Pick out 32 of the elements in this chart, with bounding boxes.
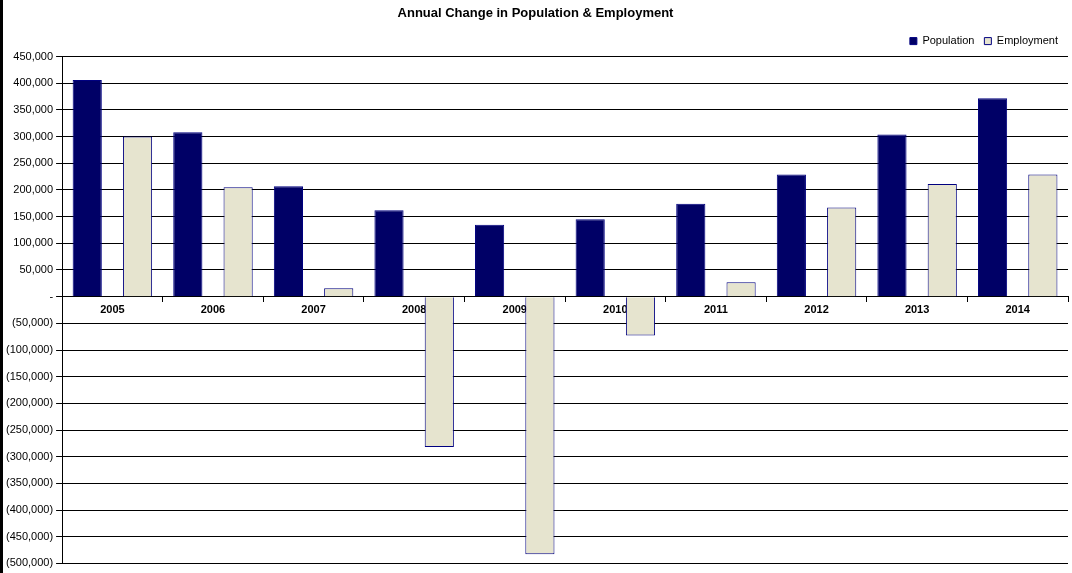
x-tick-label: 2013 xyxy=(904,303,930,316)
chart-title: Annual Change in Population & Employment xyxy=(397,5,675,21)
y-tick-label: (250,000) xyxy=(5,423,54,436)
y-tick-label: (100,000) xyxy=(5,343,54,356)
x-tick-label: 2007 xyxy=(301,303,326,316)
y-tick-label: - xyxy=(49,289,54,302)
y-tick-label: (500,000) xyxy=(5,556,54,569)
x-tick-label: 2009 xyxy=(502,303,527,316)
y-tick-label: 400,000 xyxy=(13,76,54,89)
x-tick-label: 2012 xyxy=(804,303,829,316)
y-tick-label: 300,000 xyxy=(13,129,54,142)
y-tick-label: 50,000 xyxy=(19,263,54,276)
x-tick-label: 2005 xyxy=(100,303,125,316)
y-tick-label: 250,000 xyxy=(13,156,54,169)
x-tick-label: 2006 xyxy=(200,303,226,316)
x-tick-label: 2011 xyxy=(703,303,728,316)
legend-label: Population xyxy=(922,34,975,47)
y-tick-label: (350,000) xyxy=(5,476,54,489)
y-tick-label: 200,000 xyxy=(13,183,54,195)
y-tick-label: (300,000) xyxy=(5,449,54,462)
y-tick-label: 100,000 xyxy=(13,236,54,249)
y-tick-label: (200,000) xyxy=(5,396,54,409)
y-tick-label: 150,000 xyxy=(13,209,54,222)
y-tick-label: 450,000 xyxy=(13,49,54,62)
x-tick-label: 2008 xyxy=(401,303,427,316)
x-tick-label: 2014 xyxy=(1005,303,1031,316)
y-tick-label: 350,000 xyxy=(13,102,54,115)
legend-label: Employment xyxy=(996,34,1059,47)
y-tick-label: (450,000) xyxy=(5,529,54,542)
y-tick-label: (400,000) xyxy=(5,503,54,516)
y-tick-label: (50,000) xyxy=(12,316,54,329)
y-tick-label: (150,000) xyxy=(5,369,54,382)
